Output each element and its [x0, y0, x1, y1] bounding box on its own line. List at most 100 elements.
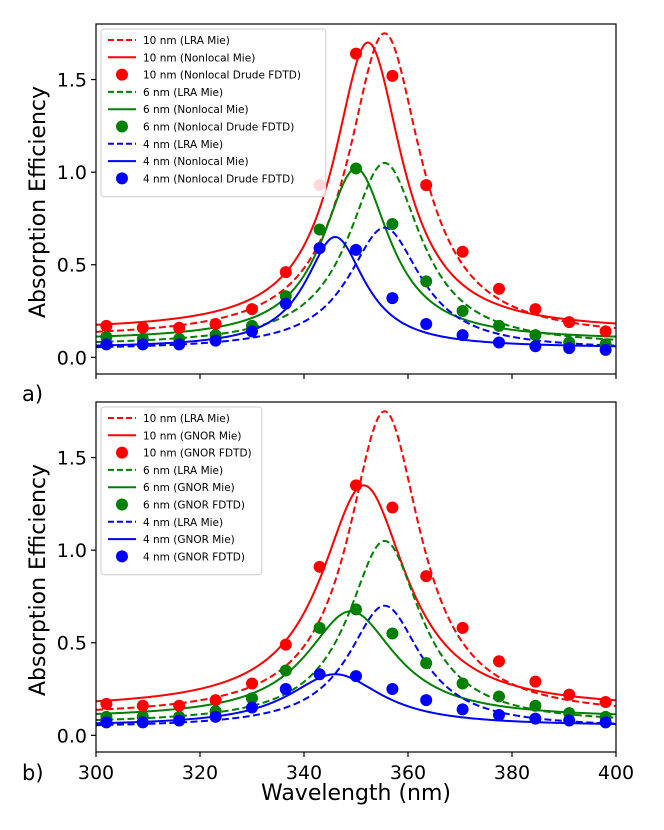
y-tick-label-a-3: 1.5 — [57, 70, 87, 92]
legend-box-a — [100, 28, 327, 198]
data-point-a-5-12 — [529, 329, 542, 342]
legend-label-a-7: 4 nm (Nonlocal Mie) — [143, 156, 249, 168]
data-point-a-8-6 — [313, 242, 326, 255]
series-line-b-4 — [96, 610, 616, 716]
data-point-a-2-14 — [599, 325, 612, 338]
data-point-a-8-3 — [209, 334, 222, 347]
plot-area-b — [96, 410, 616, 729]
data-point-a-5-10 — [456, 305, 469, 318]
data-point-b-2-5 — [279, 638, 292, 651]
legend-a: 10 nm (LRA Mie) 10 nm (Nonlocal Mie) 10 nm… — [100, 28, 327, 198]
series-line-a-1 — [96, 41, 616, 326]
data-point-a-2-2 — [173, 321, 186, 334]
data-point-b-8-2 — [173, 714, 186, 727]
legend-swatch-b-5 — [116, 498, 128, 511]
data-point-b-2-8 — [386, 501, 399, 514]
legend-label-b-8: 4 nm (GNOR FDTD) — [143, 551, 245, 563]
y-tick-label-b-2: 1.0 — [57, 540, 87, 562]
data-point-b-2-12 — [529, 675, 542, 688]
data-point-b-8-4 — [246, 701, 258, 714]
data-point-a-8-8 — [386, 292, 399, 305]
data-point-b-5-9 — [420, 657, 433, 670]
data-point-a-2-3 — [209, 318, 222, 330]
data-point-a-2-8 — [386, 69, 399, 82]
data-point-b-2-14 — [599, 696, 612, 708]
x-tick-label-b-2: 340 — [286, 762, 322, 784]
legend-swatch-a-5 — [116, 120, 128, 133]
data-point-a-8-13 — [563, 342, 576, 355]
y-tick-label-b-3: 1.5 — [57, 448, 87, 470]
data-point-a-2-11 — [493, 282, 505, 295]
data-point-b-2-11 — [493, 655, 505, 668]
plot-area-a — [96, 32, 616, 356]
legend-swatch-a-8 — [116, 172, 128, 185]
legend-label-a-2: 10 nm (Nonlocal Drude FDTD) — [143, 70, 301, 82]
x-tick-label-b-5: 400 — [598, 762, 634, 784]
data-point-b-5-12 — [529, 699, 542, 712]
data-point-a-8-1 — [136, 338, 149, 351]
data-point-a-8-9 — [420, 318, 433, 330]
data-point-b-8-11 — [493, 708, 505, 721]
data-point-b-8-12 — [529, 712, 542, 725]
data-point-a-8-11 — [493, 336, 505, 349]
legend-label-b-6: 4 nm (LRA Mie) — [143, 517, 223, 529]
legend-swatch-a-2 — [116, 68, 128, 81]
data-point-b-2-4 — [246, 677, 258, 690]
data-point-b-5-7 — [350, 603, 362, 616]
data-point-a-2-0 — [100, 319, 113, 332]
data-point-b-8-8 — [386, 683, 399, 696]
y-axis-title-a: Absorption Efficiency — [26, 86, 51, 318]
data-point-b-2-3 — [209, 694, 222, 707]
legend-box-b — [100, 406, 263, 576]
data-point-b-2-0 — [100, 697, 113, 710]
data-point-b-8-0 — [100, 716, 113, 729]
data-point-b-5-10 — [456, 677, 469, 690]
y-tick-label-b-1: 0.5 — [57, 633, 87, 655]
data-point-b-5-11 — [493, 690, 505, 703]
x-tick-label-b-0: 300 — [78, 762, 114, 784]
data-point-a-8-0 — [100, 338, 113, 351]
data-point-b-2-1 — [136, 699, 149, 712]
data-point-b-2-7 — [350, 479, 362, 492]
y-tick-label-a-1: 0.5 — [57, 255, 87, 277]
data-point-b-8-10 — [456, 703, 469, 716]
data-point-a-5-7 — [350, 162, 362, 175]
data-point-a-2-4 — [246, 303, 258, 316]
legend-label-b-5: 6 nm (GNOR FDTD) — [143, 500, 245, 512]
data-point-b-2-2 — [173, 699, 186, 712]
data-point-a-8-14 — [599, 343, 612, 356]
legend-label-a-0: 10 nm (LRA Mie) — [143, 35, 230, 47]
data-point-a-5-9 — [420, 275, 433, 288]
data-point-a-5-8 — [386, 218, 399, 230]
y-tick-label-b-0: 0.0 — [57, 725, 87, 747]
x-tick-label-b-3: 360 — [390, 762, 426, 784]
data-point-b-2-10 — [456, 621, 469, 634]
data-point-b-5-8 — [386, 627, 399, 640]
axes-frame-a — [95, 23, 617, 375]
axes-frame-b — [95, 401, 617, 753]
legend-swatch-b-2 — [116, 446, 128, 459]
legend-label-a-8: 4 nm (Nonlocal Drude FDTD) — [143, 173, 294, 185]
data-point-a-2-9 — [420, 179, 433, 192]
x-tick-label-b-4: 380 — [494, 762, 530, 784]
data-point-a-2-12 — [529, 303, 542, 316]
legend-label-a-3: 6 nm (LRA Mie) — [143, 87, 223, 99]
data-point-b-8-14 — [599, 716, 612, 729]
y-axis-title-b: Absorption Efficiency — [26, 464, 51, 696]
data-point-a-8-4 — [246, 325, 258, 338]
data-point-a-2-10 — [456, 245, 469, 258]
x-axis-title: Wavelength (nm) — [261, 781, 451, 806]
data-point-b-5-5 — [279, 664, 292, 677]
x-tick-label-b-1: 320 — [182, 762, 218, 784]
data-point-b-5-4 — [246, 692, 258, 705]
data-point-b-2-13 — [563, 688, 576, 701]
data-point-a-2-7 — [350, 47, 362, 60]
legend-label-b-4: 6 nm (GNOR Mie) — [143, 482, 235, 494]
legend-b: 10 nm (LRA Mie) 10 nm (GNOR Mie) 10 nm (GN… — [100, 406, 263, 576]
legend-label-a-1: 10 nm (Nonlocal Mie) — [143, 52, 255, 64]
legend-label-b-7: 4 nm (GNOR Mie) — [143, 534, 235, 546]
data-point-b-8-6 — [313, 668, 326, 681]
data-point-b-8-5 — [279, 683, 292, 696]
data-point-b-8-1 — [136, 716, 149, 729]
